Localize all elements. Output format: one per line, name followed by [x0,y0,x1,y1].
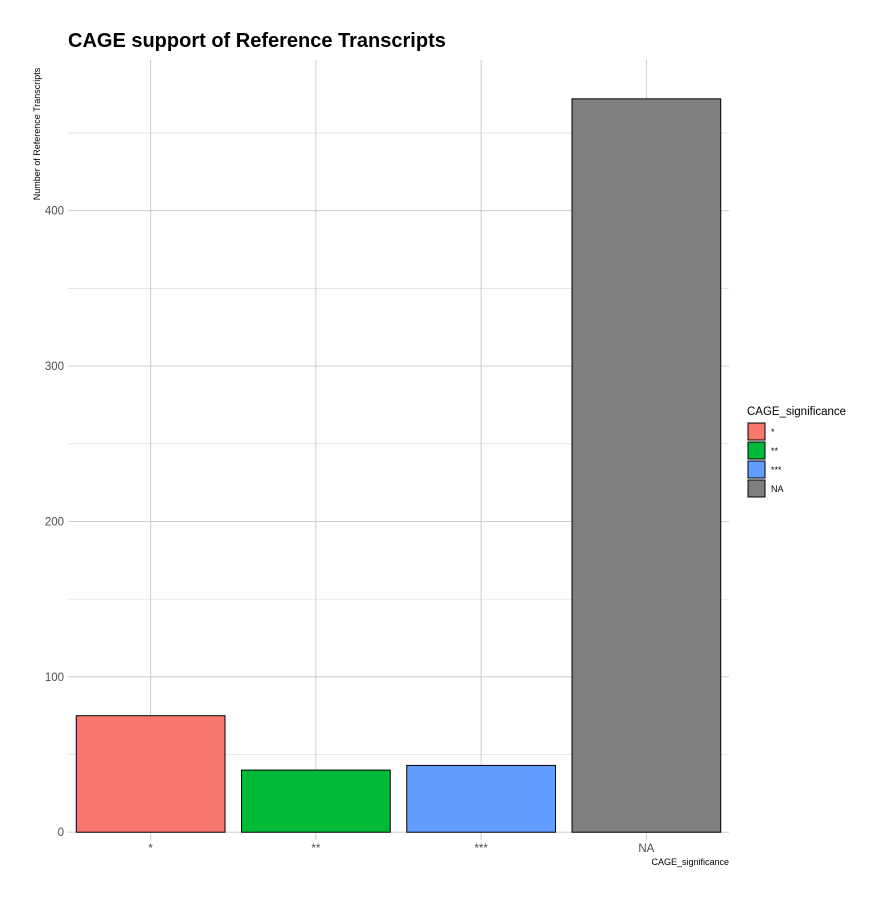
y-tick-label: 400 [45,206,64,218]
legend: CAGE_significance ******NA [747,406,846,498]
legend-label: NA [771,484,784,494]
legend-label: *** [771,465,782,475]
bar [406,764,556,833]
x-tick-label: ** [311,843,320,855]
legend-title: CAGE_significance [747,406,846,418]
y-tick-label: 0 [58,827,64,839]
legend-swatch [747,422,766,441]
legend-swatch [747,441,766,460]
bar [571,98,722,833]
legend-swatch [747,479,766,498]
legend-entries: ******NA [747,422,784,498]
bar [75,715,226,833]
bars [75,98,722,833]
y-axis-title: Number of Reference Transcripts [32,67,42,200]
x-axis-title: CAGE_significance [651,857,729,867]
legend-swatch [747,460,766,479]
y-tick-label: 100 [45,672,64,684]
x-tick-label: *** [474,843,488,855]
y-tick-label: 300 [45,361,64,373]
legend-label: * [771,427,775,437]
x-tick-label: * [148,843,153,855]
legend-label: ** [771,446,779,456]
bar [241,769,391,833]
y-tick-label: 200 [45,516,64,528]
chart-title: CAGE support of Reference Transcripts [68,30,446,52]
x-tick-label: NA [638,843,654,855]
